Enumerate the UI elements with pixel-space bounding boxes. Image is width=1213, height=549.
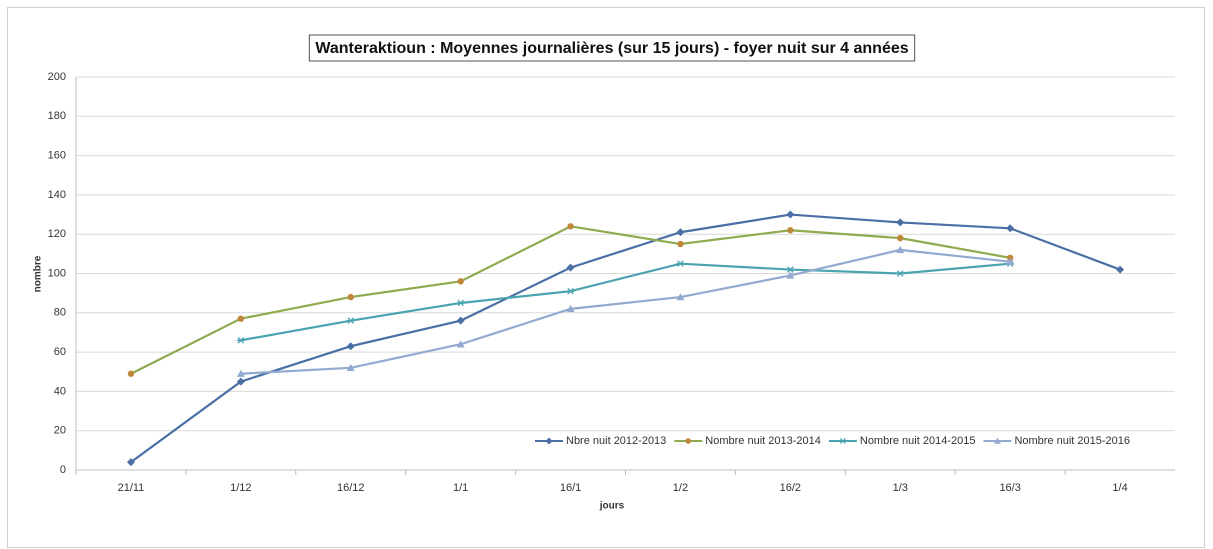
marker xyxy=(566,304,575,313)
legend-label: Nombre nuit 2013-2014 xyxy=(705,435,821,447)
legend-label: Nombre nuit 2014-2015 xyxy=(860,435,976,447)
marker xyxy=(685,438,692,444)
x-tick-label: 1/3 xyxy=(893,482,908,494)
x-tick-label: 1/4 xyxy=(1112,482,1127,494)
marker xyxy=(1116,265,1125,274)
marker xyxy=(346,363,355,372)
marker xyxy=(456,340,465,348)
chart-frame xyxy=(7,7,1205,548)
marker xyxy=(567,223,574,230)
y-tick-label: 160 xyxy=(48,150,66,162)
marker xyxy=(347,293,354,301)
marker xyxy=(896,270,905,277)
y-tick-label: 0 xyxy=(60,464,66,476)
marker xyxy=(346,342,355,351)
x-tick-label: 16/2 xyxy=(780,482,801,494)
marker xyxy=(677,240,684,248)
marker xyxy=(786,266,795,273)
marker xyxy=(236,369,245,377)
series-line xyxy=(130,213,1121,464)
marker xyxy=(676,228,685,237)
x-axis-label: jours xyxy=(599,501,625,512)
x-tick-label: 1/2 xyxy=(673,482,688,494)
marker xyxy=(545,437,553,445)
chart-title: Wanteraktioun : Moyennes journalières (s… xyxy=(315,40,908,57)
marker xyxy=(236,377,245,386)
marker xyxy=(456,299,465,307)
marker xyxy=(1006,257,1015,265)
y-tick-label: 180 xyxy=(48,110,66,122)
marker xyxy=(786,271,795,279)
x-tick-label: 16/3 xyxy=(999,482,1020,494)
y-tick-label: 200 xyxy=(48,71,66,83)
y-axis-label: nombre xyxy=(33,255,44,292)
x-tick-label: 16/1 xyxy=(560,482,581,494)
marker xyxy=(566,287,575,295)
y-tick-label: 60 xyxy=(54,346,66,358)
marker xyxy=(566,263,575,272)
marker xyxy=(126,458,135,467)
marker xyxy=(786,210,795,219)
marker xyxy=(237,315,245,322)
marker xyxy=(897,234,904,242)
y-tick-label: 140 xyxy=(48,189,66,201)
series-line xyxy=(240,262,1011,342)
marker xyxy=(127,370,135,377)
marker xyxy=(456,316,465,325)
legend-label: Nbre nuit 2012-2013 xyxy=(566,435,666,447)
y-tick-label: 120 xyxy=(48,228,66,240)
marker xyxy=(993,437,1001,444)
marker xyxy=(1006,224,1015,233)
y-tick-label: 100 xyxy=(48,267,66,279)
marker xyxy=(896,218,905,227)
y-tick-label: 40 xyxy=(54,385,66,397)
marker xyxy=(839,438,847,444)
x-tick-label: 1/12 xyxy=(230,482,251,494)
marker xyxy=(236,337,245,344)
y-tick-label: 20 xyxy=(54,425,66,437)
marker xyxy=(676,260,685,267)
legend-label: Nombre nuit 2015-2016 xyxy=(1014,435,1130,447)
marker xyxy=(676,293,685,301)
marker xyxy=(896,245,905,254)
x-tick-label: 21/11 xyxy=(118,482,145,494)
x-tick-label: 1/1 xyxy=(453,482,468,494)
y-tick-label: 80 xyxy=(54,307,66,319)
x-tick-label: 16/12 xyxy=(337,482,365,494)
marker xyxy=(457,278,464,285)
title-box xyxy=(308,34,916,62)
marker xyxy=(787,227,794,234)
marker xyxy=(346,317,355,324)
series-line xyxy=(240,248,1011,375)
